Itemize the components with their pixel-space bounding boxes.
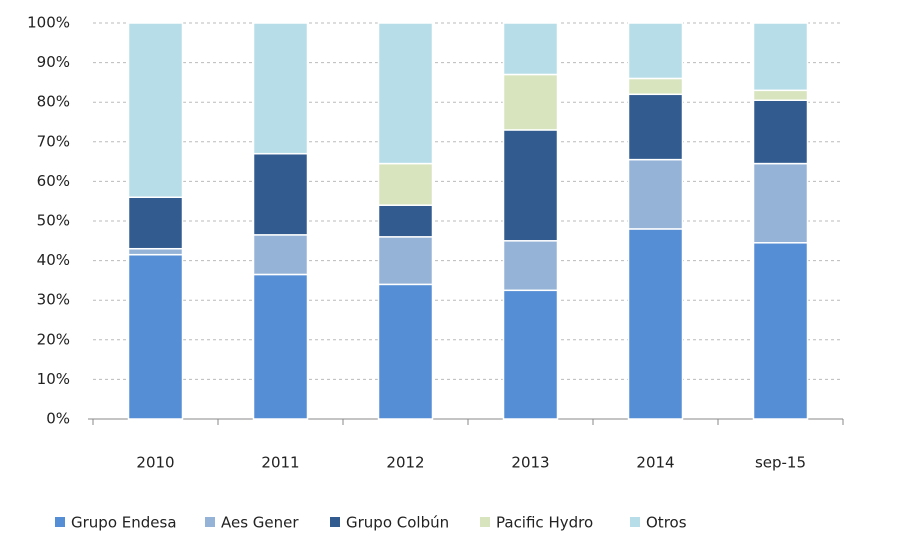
x-tick-label: 2014 (636, 454, 674, 472)
bar-segment (127, 247, 184, 256)
bar-segment (377, 204, 434, 238)
y-tick-label: 40% (37, 251, 70, 269)
bar-segment (377, 283, 434, 420)
legend-swatch (55, 517, 65, 527)
bar-segment (252, 22, 309, 155)
bar-segment (502, 289, 559, 420)
y-tick-label: 20% (37, 330, 70, 348)
bar-segment (252, 234, 309, 276)
bar-segment (127, 196, 184, 250)
y-tick-label: 10% (37, 370, 70, 388)
bar-segment (377, 162, 434, 206)
bar-segment (252, 273, 309, 420)
bar-segment (627, 77, 684, 96)
bar-segment (752, 22, 809, 92)
legend-swatch (205, 517, 215, 527)
x-tick-label: 2013 (511, 454, 549, 472)
x-tick-label: sep-15 (755, 454, 806, 472)
x-tick-label: 2011 (261, 454, 299, 472)
y-tick-label: 80% (37, 93, 70, 111)
bar-segment (627, 228, 684, 420)
x-tick-label: 2012 (386, 454, 424, 472)
legend-label: Grupo Endesa (71, 514, 177, 532)
legend-label: Pacific Hydro (496, 514, 593, 532)
y-tick-label: 70% (37, 132, 70, 150)
bar-segment (127, 22, 184, 198)
y-tick-label: 50% (37, 212, 70, 230)
legend-swatch (630, 517, 640, 527)
bar-segment (752, 162, 809, 244)
legend-label: Grupo Colbún (346, 514, 449, 532)
bar-segment (377, 236, 434, 286)
bar-segment (752, 89, 809, 101)
bar-segment (502, 73, 559, 131)
x-tick-label: 2010 (136, 454, 174, 472)
y-tick-label: 0% (46, 410, 70, 428)
bar-segment (627, 93, 684, 161)
y-tick-label: 60% (37, 172, 70, 190)
bar-segment (752, 99, 809, 165)
bar-segment (502, 129, 559, 242)
legend-swatch (480, 517, 490, 527)
bar-segment (502, 22, 559, 76)
bar-segment (127, 253, 184, 420)
y-tick-label: 30% (37, 291, 70, 309)
legend-swatch (330, 517, 340, 527)
legend-label: Aes Gener (221, 514, 299, 532)
y-tick-label: 100% (27, 14, 70, 32)
y-tick-label: 90% (37, 53, 70, 71)
bar-segment (377, 22, 434, 165)
bar-segment (627, 158, 684, 230)
bar-segment (627, 22, 684, 80)
bar-segment (252, 152, 309, 236)
bar-segment (502, 240, 559, 292)
bar-segment (752, 242, 809, 420)
legend-label: Otros (646, 514, 687, 532)
